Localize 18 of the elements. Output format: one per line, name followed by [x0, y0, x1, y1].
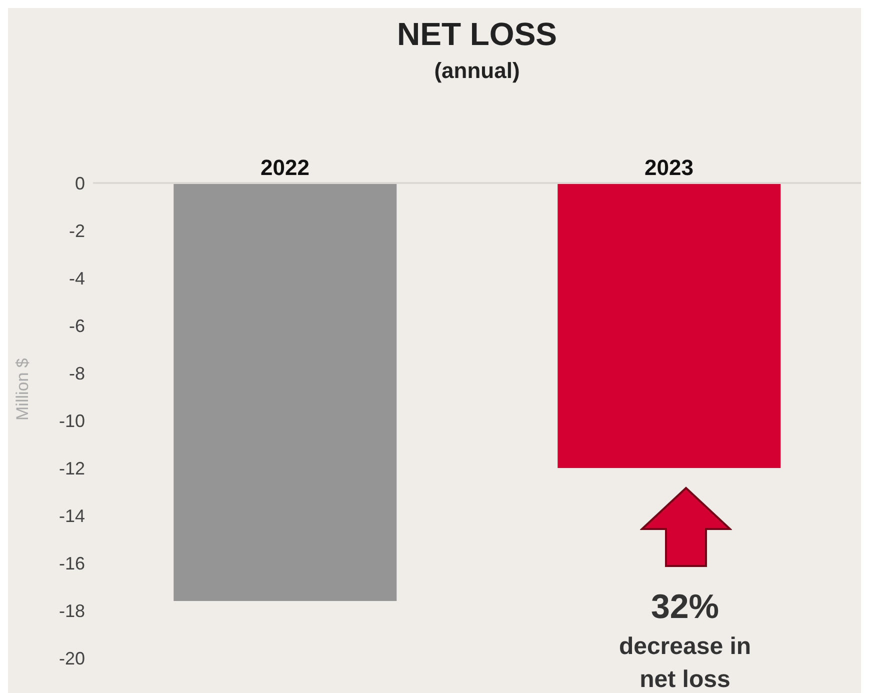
- y-tick-label: -6: [68, 316, 85, 336]
- annotation: decrease in net loss: [618, 632, 752, 693]
- y-tick-label: -16: [58, 553, 85, 574]
- x-tick-label: 2023: [644, 155, 694, 180]
- y-tick-label: -18: [58, 600, 85, 621]
- y-tick-label: 0: [74, 173, 85, 194]
- y-tick-label: -10: [58, 410, 85, 431]
- y-tick-label: -12: [58, 458, 85, 478]
- y-tick-label: -8: [68, 363, 85, 384]
- chart-title: NET LOSS: [396, 16, 558, 53]
- annotation: 32%: [650, 588, 720, 627]
- y-tick-label: -20: [58, 648, 85, 668]
- chart-subtitle: (annual): [433, 58, 521, 84]
- y-tick-label: -14: [58, 506, 85, 526]
- y-axis-title: Million $: [13, 358, 32, 420]
- y-tick-label: -4: [68, 268, 85, 288]
- x-tick-label: 2022: [260, 155, 310, 180]
- y-tick-label: -2: [68, 220, 85, 241]
